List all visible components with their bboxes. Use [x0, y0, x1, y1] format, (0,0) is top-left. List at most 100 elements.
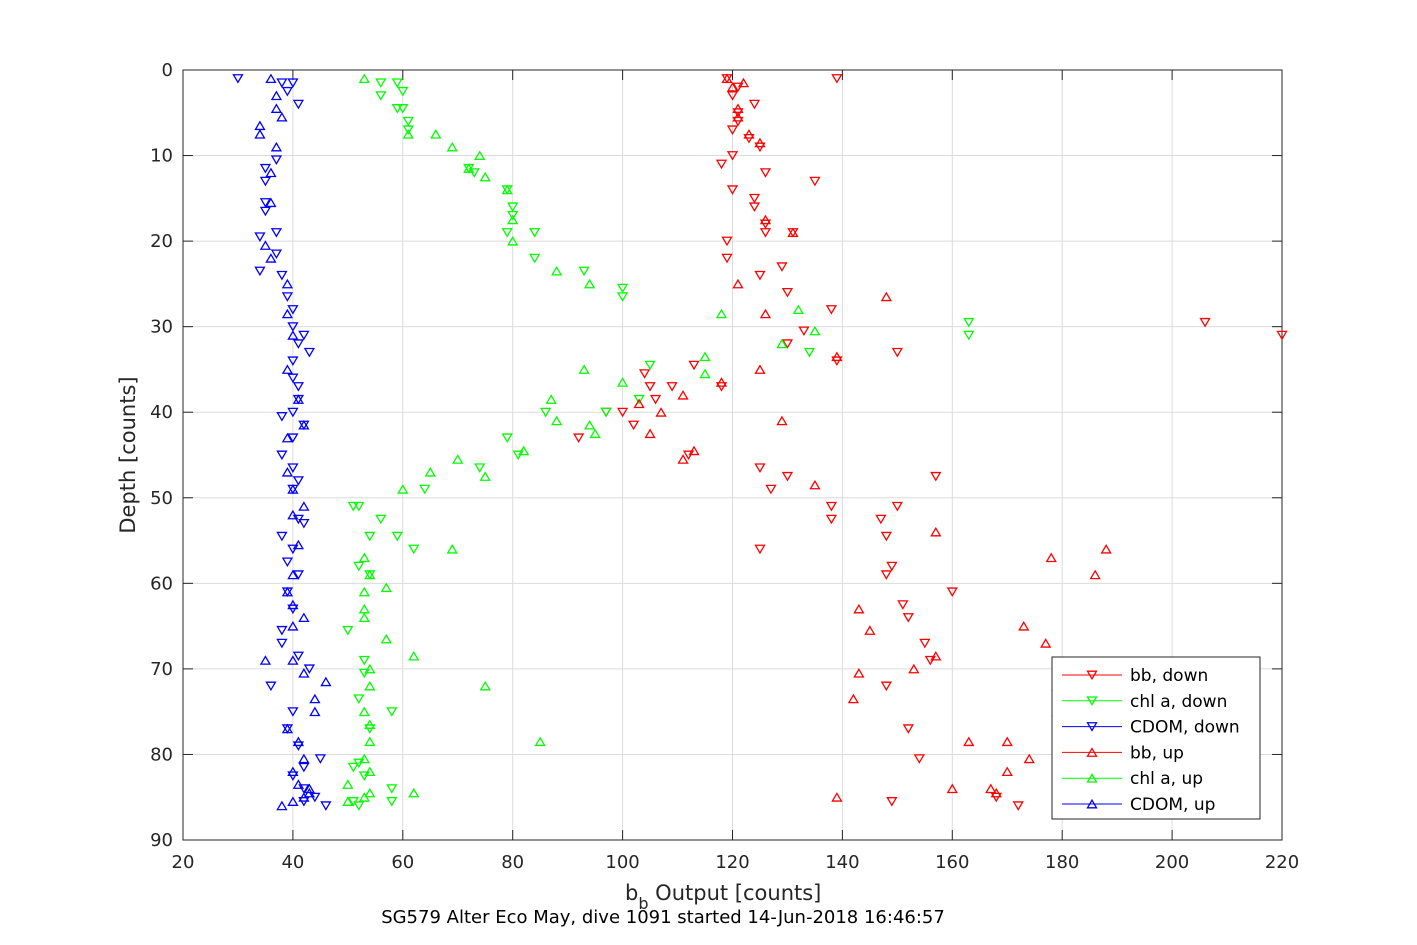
data-point	[364, 766, 376, 777]
legend-entry-label: chl a, up	[1130, 769, 1203, 789]
plot-frame	[182, 69, 1283, 841]
data-point	[748, 99, 761, 110]
data-point	[298, 419, 310, 430]
data-point	[303, 347, 316, 358]
data-point	[897, 600, 909, 610]
data-point	[908, 663, 920, 674]
data-point	[391, 104, 403, 114]
data-point	[320, 801, 332, 811]
data-point	[358, 655, 370, 666]
data-point	[408, 787, 420, 798]
data-point	[825, 501, 838, 512]
data-point	[402, 129, 414, 139]
data-point	[292, 779, 305, 789]
legend-marker	[1086, 696, 1098, 706]
legend-marker	[1086, 722, 1098, 732]
data-point	[298, 501, 310, 511]
data-point	[342, 625, 354, 636]
data-point	[259, 163, 272, 174]
data-point	[386, 784, 398, 794]
data-point	[677, 454, 689, 464]
x-axis-label-rest: Output [counts]	[649, 881, 822, 905]
data-point	[946, 783, 958, 794]
data-point	[287, 766, 299, 777]
data-point	[616, 377, 629, 387]
data-point	[397, 484, 409, 494]
y-tick-label: 30	[150, 317, 173, 338]
data-point	[1100, 544, 1112, 554]
data-point	[276, 450, 288, 461]
data-point	[638, 369, 651, 379]
data-point	[292, 382, 305, 392]
data-point	[765, 484, 777, 495]
x-tick-label: 40	[281, 852, 304, 873]
data-point	[479, 680, 491, 691]
data-point	[303, 783, 316, 794]
data-point	[1023, 753, 1035, 764]
data-point	[270, 155, 283, 165]
data-point	[688, 445, 700, 456]
data-point	[1089, 569, 1101, 580]
data-point	[276, 111, 288, 122]
chart-title: SG579 Alter Eco May, dive 1091 started 1…	[381, 907, 945, 928]
data-point	[281, 86, 294, 97]
data-point	[781, 339, 794, 349]
data-point	[754, 270, 766, 281]
data-point	[809, 325, 821, 336]
data-point	[474, 463, 486, 473]
data-point	[776, 415, 788, 426]
data-point	[809, 479, 821, 490]
data-point	[298, 792, 310, 802]
x-axis-label-main: b	[625, 881, 638, 905]
data-point	[919, 638, 931, 649]
data-point	[699, 368, 711, 379]
data-point	[254, 129, 266, 139]
data-point	[364, 663, 376, 674]
data-point	[930, 526, 942, 537]
data-point	[287, 330, 299, 340]
data-point	[644, 382, 656, 392]
data-point	[358, 706, 370, 717]
x-tick-label: 80	[501, 852, 524, 873]
data-point	[853, 603, 865, 614]
data-point	[375, 78, 387, 88]
data-point	[287, 433, 299, 443]
data-point	[358, 552, 370, 563]
data-point	[479, 171, 491, 182]
x-tick-label: 200	[1155, 852, 1189, 873]
data-point	[270, 228, 283, 238]
data-point	[408, 544, 420, 555]
data-point	[880, 291, 892, 302]
data-point	[737, 77, 750, 88]
data-point	[281, 586, 294, 597]
data-point	[985, 783, 997, 794]
data-point	[726, 125, 739, 135]
data-point	[265, 253, 277, 263]
data-point	[902, 724, 914, 734]
data-point	[265, 167, 277, 178]
series-5	[254, 73, 332, 811]
data-point	[726, 185, 739, 195]
data-point	[930, 650, 942, 661]
data-point	[732, 278, 744, 289]
data-point	[616, 292, 629, 302]
data-point	[446, 544, 458, 554]
data-point	[364, 531, 376, 542]
data-point	[589, 428, 601, 439]
data-point	[287, 707, 299, 717]
data-point	[358, 73, 370, 84]
data-point	[798, 326, 810, 337]
legend-marker	[1086, 670, 1098, 681]
data-point	[298, 762, 310, 773]
data-point	[534, 736, 546, 747]
data-point	[287, 599, 299, 610]
y-tick-label: 10	[150, 146, 173, 167]
data-point	[276, 625, 288, 636]
data-point	[292, 736, 305, 747]
x-tick-label: 100	[605, 852, 639, 873]
data-point	[721, 253, 733, 264]
data-point	[292, 476, 305, 486]
data-point	[875, 514, 887, 525]
data-point	[759, 228, 772, 238]
legend-marker	[1086, 773, 1098, 783]
